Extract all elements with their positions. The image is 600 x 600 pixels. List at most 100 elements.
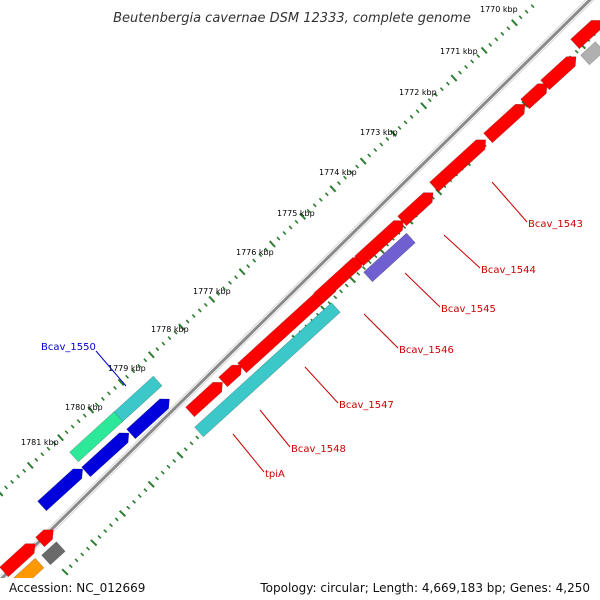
tick-mark <box>450 74 458 82</box>
tick-mark <box>397 125 402 130</box>
tick-mark <box>415 109 420 114</box>
tick-mark <box>349 170 353 175</box>
scale-labels: 1770 kbp 1771 kbp 1772 kbp 1773 kbp 1774… <box>21 5 518 447</box>
gene-arrow[interactable] <box>126 394 174 440</box>
gene-arrow[interactable] <box>0 539 39 578</box>
gene-label: Bcav_1550 <box>41 342 96 353</box>
tick-mark <box>337 181 341 186</box>
tick-mark <box>40 452 45 457</box>
tick-mark <box>113 385 117 390</box>
tick-mark <box>403 120 408 125</box>
tick-mark <box>76 419 81 424</box>
gene-arrow[interactable] <box>397 188 438 227</box>
tick-mark <box>288 225 293 230</box>
tick-mark <box>264 247 269 252</box>
tick-mark <box>70 424 75 429</box>
gene-arrow[interactable] <box>540 52 581 91</box>
tick-mark <box>355 164 360 169</box>
scale-label: 1777 kbp <box>193 287 231 296</box>
tick-mark <box>500 31 505 36</box>
tick-mark <box>356 271 361 276</box>
scale-tick-ring <box>0 4 535 497</box>
tick-mark <box>470 59 475 64</box>
gene-labels: Bcav_1543 Bcav_1544 Bcav_1545 Bcav_1546 … <box>41 219 583 480</box>
footer-bar: Accession: NC_012669 Topology: circular;… <box>0 578 600 600</box>
gene-arrow[interactable] <box>580 41 600 66</box>
tick-mark <box>276 236 281 241</box>
tick-mark <box>87 406 95 414</box>
gene-arrow[interactable] <box>363 232 416 283</box>
gene-arrow[interactable] <box>520 79 552 110</box>
gene-arrow[interactable] <box>69 411 124 463</box>
tick-mark <box>359 157 367 165</box>
tick-mark <box>439 87 444 92</box>
tick-mark <box>137 494 142 498</box>
tick-mark <box>208 295 216 303</box>
tick-mark <box>160 470 165 475</box>
tick-mark <box>107 391 111 396</box>
tick-mark <box>574 49 579 54</box>
gene-arrow[interactable] <box>354 216 408 267</box>
tick-mark <box>57 434 64 442</box>
tick-mark <box>10 479 15 484</box>
tick-mark <box>114 517 119 522</box>
tick-mark <box>195 435 200 440</box>
map-title: Beutenbergia cavernae DSM 12333, complet… <box>113 11 471 26</box>
gene-arrow[interactable] <box>218 360 246 388</box>
topology-text: Topology: circular; Length: 4,669,183 bp… <box>260 581 590 595</box>
gene-arrow[interactable] <box>483 100 530 144</box>
gene-arrow[interactable] <box>81 428 134 478</box>
gene-arrow[interactable] <box>194 302 341 438</box>
tick-mark <box>147 351 155 359</box>
tick-mark <box>521 100 529 108</box>
gene-label: Bcav_1545 <box>441 304 496 315</box>
tick-mark <box>125 374 130 379</box>
tick-mark <box>147 480 155 488</box>
tick-mark <box>348 276 357 284</box>
tick-mark <box>435 188 443 196</box>
tick-mark <box>464 65 468 70</box>
scale-label: 1781 kbp <box>21 438 59 447</box>
tick-mark <box>385 136 390 141</box>
tick-mark <box>458 70 462 75</box>
tick-mark <box>178 323 186 331</box>
tick-mark <box>86 546 90 551</box>
tick-mark <box>80 552 85 557</box>
tick-mark <box>185 319 190 324</box>
scale-label: 1772 kbp <box>399 88 437 97</box>
gene-arrow[interactable] <box>570 16 600 50</box>
tick-mark <box>524 9 529 14</box>
tick-mark <box>506 26 511 31</box>
gene-arrow[interactable] <box>429 135 491 193</box>
gene-arrow[interactable] <box>185 378 227 418</box>
tick-mark <box>402 225 407 230</box>
tick-mark <box>64 430 69 435</box>
tick-mark <box>109 523 113 528</box>
tick-mark <box>143 488 148 493</box>
tick-mark <box>137 363 142 368</box>
gene-label: Bcav_1543 <box>528 219 583 230</box>
tick-mark <box>338 289 343 294</box>
tick-mark <box>197 308 202 313</box>
tick-mark <box>246 264 251 269</box>
gene-arrow[interactable] <box>37 464 87 512</box>
tick-mark <box>333 295 338 300</box>
tick-mark <box>155 476 159 481</box>
tick-mark <box>90 539 98 547</box>
tick-mark <box>118 510 127 518</box>
gene-arrow[interactable] <box>41 541 66 566</box>
tick-mark <box>476 53 481 58</box>
tick-mark <box>343 175 347 180</box>
gene-arrow[interactable] <box>35 525 58 548</box>
scale-label: 1780 kbp <box>65 403 103 412</box>
tick-mark <box>367 260 372 265</box>
tick-mark <box>0 491 4 497</box>
tick-mark <box>189 441 194 446</box>
tick-mark <box>480 46 488 55</box>
gene-label: Bcav_1548 <box>291 444 346 455</box>
tick-mark <box>34 457 39 462</box>
tick-mark <box>294 219 299 224</box>
tick-mark <box>26 461 34 469</box>
